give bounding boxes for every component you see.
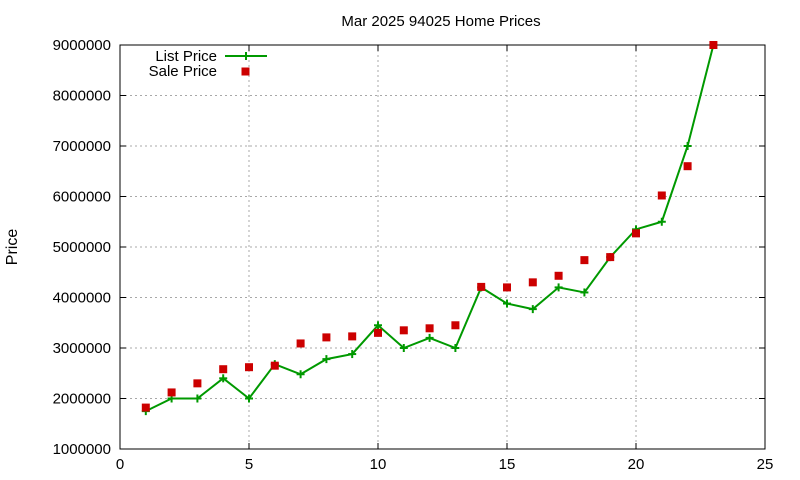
list-price-point xyxy=(657,217,666,226)
sale-price-point xyxy=(554,271,563,280)
y-tick-label: 7000000 xyxy=(53,138,111,155)
y-axis-label: Price xyxy=(4,229,21,266)
legend-marker-sale-price xyxy=(241,67,250,76)
y-tick-label: 2000000 xyxy=(53,391,111,408)
list-price-point xyxy=(348,350,357,359)
list-price-point xyxy=(399,344,408,352)
series-layer xyxy=(141,41,718,416)
chart-title: Mar 2025 94025 Home Prices xyxy=(341,13,540,30)
series-line-list-price xyxy=(145,44,715,413)
list-price-point xyxy=(554,283,563,292)
sale-price-point xyxy=(709,41,718,49)
grid-lines xyxy=(120,45,765,449)
y-tick-label: 3000000 xyxy=(53,340,111,357)
sale-price-point xyxy=(193,379,202,388)
list-price-point xyxy=(322,355,331,364)
sale-price-point xyxy=(632,229,640,238)
sale-price-point xyxy=(322,333,331,342)
y-tick-label: 6000000 xyxy=(53,189,111,206)
legend-label-list-price: List Price xyxy=(155,48,217,65)
y-tick-label: 1000000 xyxy=(53,441,111,458)
sale-price-point xyxy=(245,363,253,372)
x-tick-label: 0 xyxy=(116,456,124,473)
x-tick-label: 20 xyxy=(628,456,645,473)
sale-price-point xyxy=(503,283,511,292)
y-tick-label: 4000000 xyxy=(53,290,111,307)
sale-price-point xyxy=(141,403,150,412)
x-tick-label: 25 xyxy=(757,456,774,473)
list-price-point xyxy=(193,394,202,403)
sale-price-point xyxy=(296,339,305,348)
sale-price-point xyxy=(348,332,357,341)
list-price-point xyxy=(451,344,460,352)
axis-ticks: 0 5 10 15 20 25 1000000 2000000 3000000 4000000 50… xyxy=(53,37,774,473)
sale-price-point xyxy=(451,321,460,330)
y-tick-label: 5000000 xyxy=(53,239,111,256)
legend-marker-list-price xyxy=(242,52,250,60)
sale-price-point xyxy=(683,162,692,171)
sale-price-point xyxy=(477,282,486,291)
list-price-point xyxy=(374,321,382,330)
list-price-point xyxy=(528,305,537,314)
sale-price-point xyxy=(657,191,666,200)
sale-price-point xyxy=(399,326,408,335)
x-tick-label: 10 xyxy=(370,456,387,473)
sale-price-point xyxy=(580,256,589,265)
list-price-point xyxy=(245,394,253,403)
x-tick-label: 5 xyxy=(245,456,253,473)
sale-price-point xyxy=(528,278,537,287)
list-price-point xyxy=(580,288,589,297)
legend-label-sale-price: Sale Price xyxy=(149,63,217,80)
sale-price-point xyxy=(167,388,176,397)
sale-price-point xyxy=(219,365,228,374)
list-price-point xyxy=(683,142,692,150)
list-price-point xyxy=(296,370,305,379)
legend: List Price Sale Price xyxy=(149,48,267,80)
y-tick-label: 9000000 xyxy=(53,37,111,54)
list-price-point xyxy=(219,374,228,383)
sale-price-point xyxy=(425,324,434,333)
list-price-point xyxy=(425,333,434,342)
sale-price-point xyxy=(374,328,382,337)
x-tick-label: 15 xyxy=(499,456,516,473)
plot-frame xyxy=(119,44,766,450)
sale-price-point xyxy=(270,361,279,370)
y-tick-label: 8000000 xyxy=(53,88,111,105)
list-price-point xyxy=(503,299,511,308)
sale-price-point xyxy=(606,253,615,262)
